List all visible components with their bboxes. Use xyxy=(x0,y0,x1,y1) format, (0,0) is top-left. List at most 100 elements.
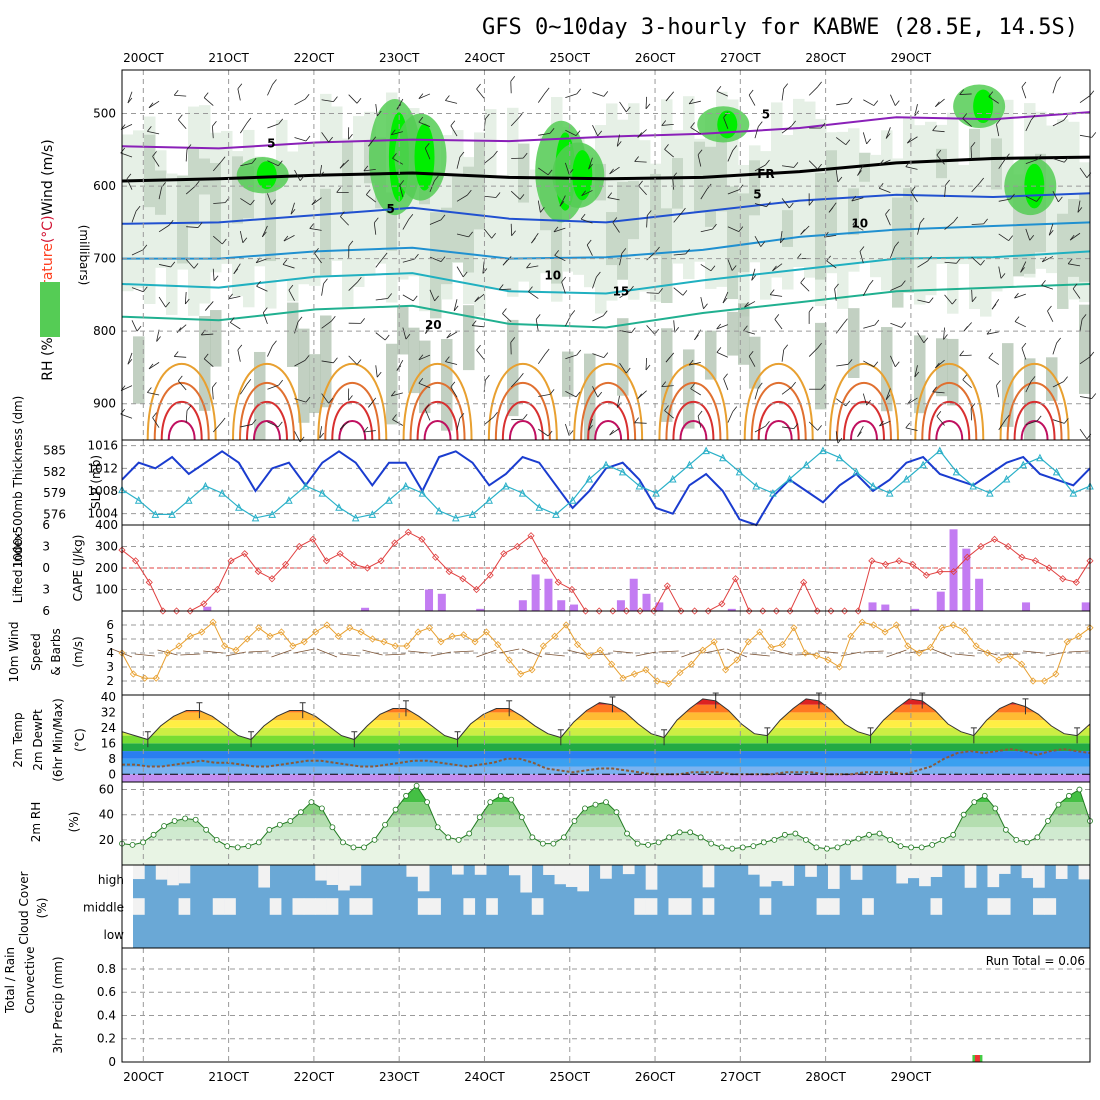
cloud-gap-middle xyxy=(1033,898,1045,915)
thickness-marker xyxy=(502,481,510,490)
wind-barb-flag xyxy=(152,151,157,157)
wind-speed-marker xyxy=(881,628,889,636)
rh-ylabel: (%) xyxy=(67,812,81,833)
wind-barb xyxy=(781,125,792,134)
wind-barb-flag xyxy=(603,91,609,97)
wind-barb-flag xyxy=(382,252,388,259)
wind-barb xyxy=(564,162,570,175)
wind-barb xyxy=(538,393,551,397)
thickness-marker xyxy=(335,503,343,511)
lifted-index-marker xyxy=(1086,557,1094,565)
wind-barb-10m xyxy=(453,650,474,653)
temperature-contour-warm xyxy=(508,420,537,441)
cape-bar xyxy=(1022,602,1031,611)
wind-barb xyxy=(700,188,708,200)
x-tick-label-bottom: 21OCT xyxy=(208,1070,249,1084)
lifted-index-marker xyxy=(977,542,985,551)
wind-barb-flag xyxy=(788,202,794,209)
rh-band xyxy=(122,814,1090,828)
rh-saturated-area xyxy=(572,150,593,201)
wind-barb-flag xyxy=(363,426,369,433)
wind-barb-flag xyxy=(233,268,239,275)
wind-barb-10m xyxy=(726,648,748,658)
wind-barb-flag xyxy=(476,83,481,90)
wind-barb-flag xyxy=(165,301,170,308)
rh-shade xyxy=(617,318,629,396)
wind-barb-flag xyxy=(491,232,496,239)
wind-barb-flag xyxy=(847,359,853,365)
wind-barb xyxy=(1077,200,1081,213)
wind-barb-flag xyxy=(901,322,906,328)
rh-marker xyxy=(866,831,872,838)
rh-shade xyxy=(485,109,497,290)
wind-barb-flag xyxy=(731,265,737,271)
wind-barb xyxy=(1052,158,1065,163)
rh-marker xyxy=(234,844,241,851)
wind-barb-flag xyxy=(732,406,738,412)
lifted-index-marker xyxy=(1031,557,1040,565)
wind-barb-flag xyxy=(459,412,465,419)
wind-barb xyxy=(800,282,810,292)
wind-barb-flag xyxy=(588,163,593,170)
cloud-gap-middle xyxy=(326,898,339,915)
wind-barb-flag xyxy=(148,363,154,370)
wind-barb xyxy=(836,102,849,106)
wind-barb-flag xyxy=(688,98,694,105)
rh-marker xyxy=(929,841,936,848)
wind-barb-flag xyxy=(1069,234,1075,241)
wind-barb xyxy=(510,190,521,200)
rh-marker xyxy=(1076,786,1083,793)
rh-shade xyxy=(320,188,332,276)
lifted-index-marker xyxy=(254,568,262,576)
wind-barb-flag xyxy=(127,97,133,104)
wind-barb xyxy=(772,263,783,272)
thickness-marker xyxy=(902,474,911,483)
wind-barb-flag xyxy=(434,295,439,302)
temperature-contour-warm xyxy=(757,400,800,441)
cloud-gap-high xyxy=(600,865,612,879)
wind-barb-flag xyxy=(373,217,379,224)
lifted-index-marker xyxy=(881,560,890,568)
wind-barb-flag xyxy=(278,118,284,125)
cloud-gap-high xyxy=(543,865,555,875)
wind-barb xyxy=(212,422,222,433)
rh-tick-label: 40 xyxy=(99,808,114,822)
wind-barb xyxy=(288,289,295,301)
wind-barb-flag xyxy=(664,405,669,411)
wind-barb-flag xyxy=(205,305,210,311)
wind-barb xyxy=(581,190,593,197)
wind-barb-flag xyxy=(580,213,586,220)
wind-barb-flag xyxy=(305,396,311,403)
thickness-marker xyxy=(919,460,927,469)
rh-marker xyxy=(981,792,988,799)
temp-tick-label: 0 xyxy=(108,767,116,781)
wind-barb xyxy=(905,427,918,431)
rh-shade xyxy=(936,124,948,264)
rh-marker xyxy=(140,839,146,846)
temperature-contour-warm xyxy=(402,363,473,441)
wind-speed-marker xyxy=(1075,632,1083,640)
precip-total-label: Total / Rain xyxy=(3,947,17,1014)
wind-barb-flag xyxy=(1030,114,1036,121)
wind-tick-label: 3 xyxy=(106,660,114,674)
wind-barb-flag xyxy=(597,391,603,398)
wind-barb-flag xyxy=(319,171,325,178)
wind-barb xyxy=(1025,159,1038,164)
wind-barb xyxy=(450,386,458,398)
rh-shade xyxy=(727,311,739,356)
rh-shade xyxy=(243,166,255,219)
wind-barb-flag xyxy=(694,334,699,341)
lifted-index-marker xyxy=(472,585,481,594)
wind-barb-10m xyxy=(385,653,406,656)
temperature-contour xyxy=(122,221,1091,260)
wind-speed-marker xyxy=(198,628,206,636)
temperature-contour-warm xyxy=(750,382,807,441)
wind-barb-flag xyxy=(1081,314,1087,320)
rh-shade xyxy=(133,336,145,404)
wind-barb xyxy=(314,253,322,264)
wind-barb xyxy=(340,216,349,226)
rh-marker xyxy=(382,821,388,828)
rh-shade xyxy=(1079,304,1091,394)
wind-barb xyxy=(472,325,485,328)
cloud-gap-high xyxy=(896,865,909,884)
